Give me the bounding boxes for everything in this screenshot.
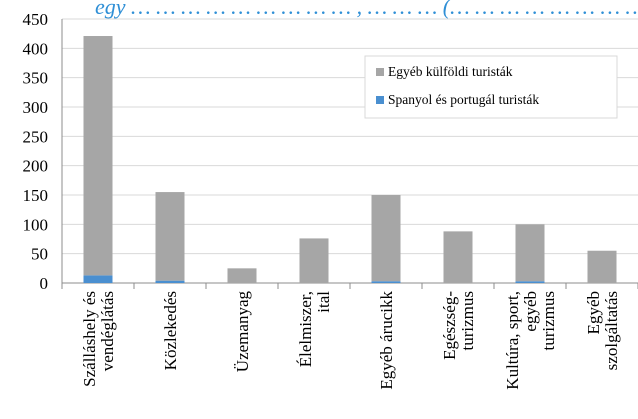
x-category-label: turizmus [539, 291, 558, 351]
x-category-label: Üzemanyag [233, 291, 252, 373]
y-tick-label: 400 [23, 39, 49, 58]
legend-label: Egyéb külföldi turisták [388, 64, 513, 79]
x-category-label: turizmus [458, 291, 477, 351]
bar-segment [299, 238, 329, 283]
y-tick-label: 250 [23, 127, 49, 146]
x-category-label: Szálláshely és [80, 291, 99, 387]
y-axis-ticks: 0 50 100 150 200 250 300 350 400 450 [23, 10, 49, 293]
y-tick-label: 350 [23, 69, 49, 88]
bar-segment [515, 224, 545, 282]
gridlines [62, 18, 638, 255]
chart-title-fragment: egy … … … … … … … … … , … … … (… … … … …… [95, 0, 638, 19]
x-category-label: Egyéb [584, 291, 603, 334]
bars [83, 36, 617, 283]
x-category-label: vendéglátás [98, 291, 117, 371]
y-tick-label: 450 [23, 10, 49, 29]
bar-segment [587, 250, 617, 283]
bar-segment [227, 268, 257, 283]
bar-segment [371, 281, 401, 283]
y-tick-label: 0 [40, 274, 49, 293]
x-category-label: Közlekedés [161, 291, 180, 370]
y-tick-label: 100 [23, 215, 49, 234]
bar-segment [515, 281, 545, 283]
x-category-label: Kultúra, sport, [503, 291, 522, 390]
legend: Egyéb külföldi turisták Spanyol és portug… [364, 55, 618, 119]
y-tick-label: 150 [23, 186, 49, 205]
bar-segment [443, 231, 473, 283]
y-tick-label: 200 [23, 157, 49, 176]
legend-swatch [376, 68, 384, 76]
x-axis-labels: Szálláshely és vendéglátás Közlekedés Üzema… [80, 291, 621, 390]
y-tick-label: 300 [23, 98, 49, 117]
x-category-label: Egyéb árucikk [377, 291, 396, 390]
legend-box [364, 55, 618, 119]
bar-segment [155, 280, 185, 283]
bar-segment [83, 36, 113, 276]
x-category-label: szolgáltatás [602, 291, 621, 370]
bar-segment [371, 195, 401, 282]
y-tick-label: 50 [31, 245, 48, 264]
legend-swatch [376, 96, 384, 104]
x-category-label: egyéb [521, 291, 540, 332]
bar-segment [155, 192, 185, 281]
x-category-label: Egészség- [440, 291, 459, 360]
legend-label: Spanyol és portugál turisták [388, 92, 539, 107]
x-category-label: Élelmiszer, [296, 291, 315, 367]
bar-segment [83, 275, 113, 283]
x-category-label: ital [314, 291, 333, 313]
